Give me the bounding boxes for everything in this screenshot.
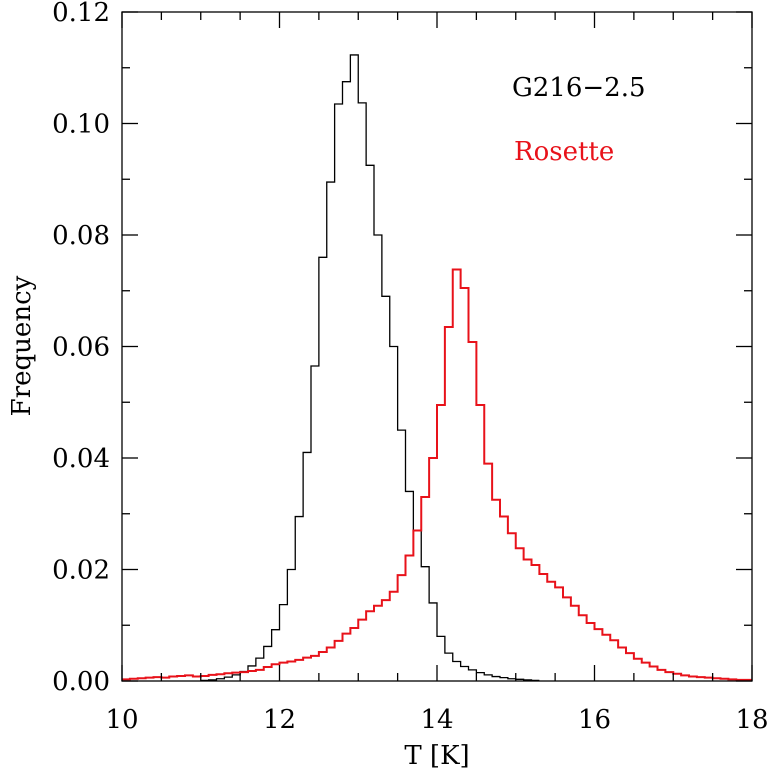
histogram-series-rosette <box>122 268 752 681</box>
y-tick-label: 0.06 <box>52 333 110 363</box>
x-tick-label: 18 <box>735 705 768 735</box>
x-tick-label: 12 <box>263 705 296 735</box>
x-tick-label: 16 <box>578 705 611 735</box>
x-tick-label: 10 <box>105 705 138 735</box>
legend-label-rosette: Rosette <box>514 137 614 167</box>
y-tick-label: 0.08 <box>52 221 110 251</box>
legend-label-g216: G216−2.5 <box>512 73 646 103</box>
y-tick-label: 0.04 <box>52 444 110 474</box>
y-tick-label: 0.02 <box>52 556 110 586</box>
y-tick-label: 0.10 <box>52 110 110 140</box>
y-tick-label: 0.12 <box>52 0 110 28</box>
histogram-series-g216 <box>200 54 540 682</box>
plot-frame <box>121 11 753 682</box>
y-axis-label: Frequency <box>7 275 37 416</box>
x-axis-label: T [K] <box>404 741 469 771</box>
y-tick-label: 0.00 <box>52 667 110 697</box>
x-tick-label: 14 <box>420 705 453 735</box>
